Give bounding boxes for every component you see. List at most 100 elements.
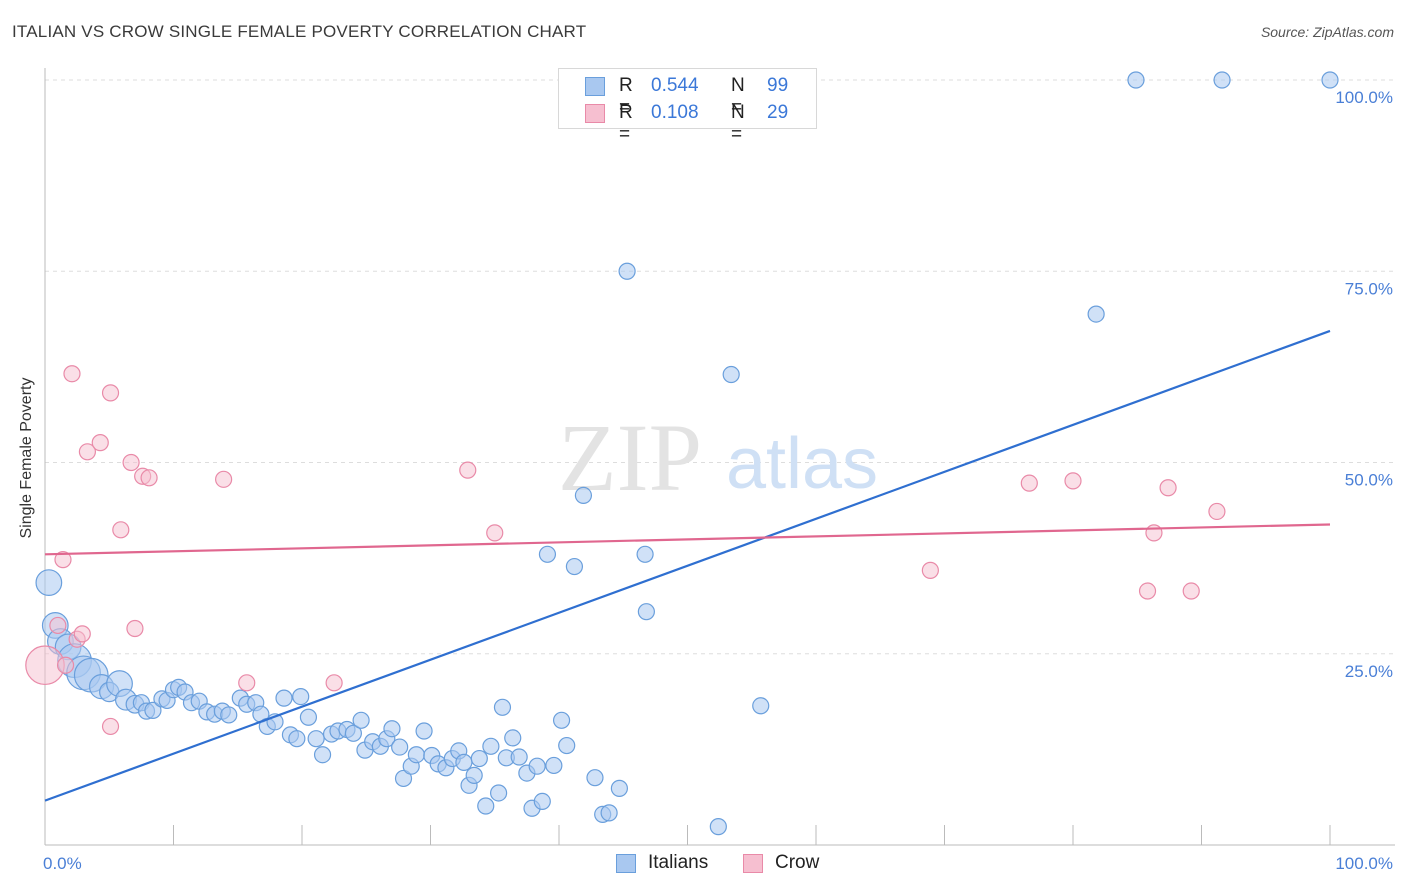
crow-point [63,365,81,383]
y-tick-label: 25.0% [1345,662,1393,681]
italians-point [292,687,310,706]
italians-swatch-icon [585,77,605,96]
crow-point [1145,524,1163,542]
italians-point [352,711,370,729]
italians-r-value: 0.544 [651,75,699,96]
italians-n-value: 99 [767,75,789,96]
italians-point [586,769,604,787]
italians-point [144,701,162,719]
crow-n-label: N = [731,102,745,145]
crow-point [459,461,477,479]
italians-point [722,365,740,384]
italians-point [220,706,238,724]
italians-point [533,792,551,810]
crow-point [126,619,144,638]
crow-point [112,521,130,539]
italians-point [565,557,584,576]
crow-point [49,616,67,635]
italians-point [618,262,636,280]
crow-r-label: R = [619,102,633,145]
stats-legend: R = 0.544 N = 99 R = 0.108 N = 29 [558,68,817,145]
crow-point [1159,479,1177,497]
crow-point [1208,502,1226,521]
crow-point [56,656,75,674]
italians-point [504,729,522,747]
italians-point [636,545,654,563]
italians-point [394,769,413,788]
x-tick-label-max: 100.0% [1335,854,1393,873]
italians-point [752,697,770,715]
grid-layer [45,79,1395,655]
crow-point [54,551,72,569]
italians-point [299,708,318,726]
italians-point [275,689,293,707]
italians-point [415,722,433,740]
y-tick-label: 100.0% [1335,88,1393,107]
italians-legend-swatch-icon [616,854,636,873]
crow-point [1138,582,1157,600]
crow-point [101,717,120,736]
italians-point [288,730,306,748]
italians-point [307,730,325,748]
crow-n-value: 29 [767,102,789,123]
italians-point [545,756,563,775]
italians-point [510,748,528,766]
italians-legend-label: Italians [648,852,709,873]
italians-point [35,569,63,597]
watermark-atlas: atlas [726,424,878,504]
crow-point [122,453,140,472]
y-tick-label: 75.0% [1345,279,1393,298]
crow-point [238,674,256,692]
crow-trendline [44,523,1331,556]
italians-point [344,724,362,742]
italians-point [493,698,512,716]
crow-point [73,625,91,643]
crow-point [78,443,97,461]
crow-point [486,524,504,542]
italians-r-label: R = [619,75,633,118]
italians-point [574,486,593,504]
italians-point [455,753,473,771]
crow-point [101,384,120,402]
italians-point [391,738,409,756]
y-axis-label: Single Female Poverty [18,377,35,539]
crow-swatch-icon [585,104,605,123]
italians-point [1127,71,1145,89]
italians-point [470,749,488,768]
italians-point [552,711,571,729]
trend-layer [44,329,1331,802]
crow-point [1064,472,1082,490]
italians-point [477,797,495,815]
italians-point [538,545,557,563]
points-layer [25,71,1339,836]
italians-point [528,757,546,775]
crow-point [1182,582,1200,600]
source-label: Source: ZipAtlas.com [1260,24,1394,40]
italians-n-label: N = [731,75,745,118]
italians-point [637,603,655,621]
crow-point [215,470,233,488]
tick-label-layer: 25.0% 50.0% 75.0% 100.0% 0.0% 100.0% [43,88,1393,873]
crow-r-value: 0.108 [651,102,699,123]
crow-legend-swatch-icon [743,854,763,873]
italians-point [600,804,618,822]
italians-trendline [44,329,1331,802]
italians-point [407,746,425,764]
italians-point [610,779,628,797]
crow-legend-label: Crow [775,852,820,873]
axes-layer [44,68,1395,846]
watermark: ZIP atlas [558,404,878,511]
x-tick-label-min: 0.0% [43,854,82,873]
italians-point [558,736,576,755]
italians-point [490,784,508,802]
italians-point [709,818,727,836]
crow-point [1020,474,1038,492]
italians-point [383,720,401,738]
italians-point [1087,305,1105,323]
y-tick-label: 50.0% [1345,471,1393,490]
crow-point [91,434,109,452]
crow-point [325,674,343,692]
italians-point [465,766,483,784]
italians-point [1321,71,1339,89]
